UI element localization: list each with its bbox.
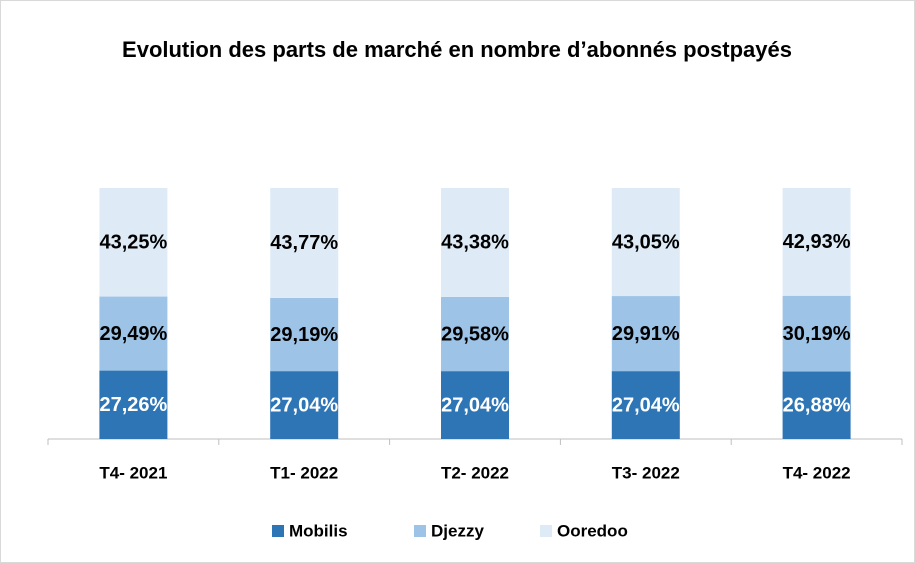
data-label: 27,04% bbox=[441, 394, 509, 416]
data-label: 29,91% bbox=[612, 323, 680, 345]
data-label: 29,49% bbox=[99, 323, 167, 345]
x-tick-label: T4- 2021 bbox=[99, 463, 167, 482]
x-tick-label: T4- 2022 bbox=[783, 463, 851, 482]
data-label: 43,38% bbox=[441, 232, 509, 254]
data-label: 43,25% bbox=[99, 232, 167, 254]
bar-segment bbox=[99, 188, 168, 297]
data-label: 42,93% bbox=[783, 231, 851, 253]
bar-segment bbox=[782, 371, 851, 439]
bar-segment bbox=[270, 297, 339, 372]
legend-label: Mobilis bbox=[289, 521, 348, 540]
bar-segment bbox=[99, 370, 168, 439]
chart-title: Evolution des parts de marché en nombre … bbox=[122, 37, 792, 62]
legend-label: Ooredoo bbox=[557, 521, 628, 540]
bar-segment bbox=[441, 371, 509, 439]
bar-segment bbox=[270, 371, 339, 439]
data-label: 27,04% bbox=[270, 394, 338, 416]
data-label: 26,88% bbox=[783, 395, 851, 417]
bar-segment bbox=[611, 371, 680, 439]
bar-segment bbox=[611, 188, 680, 297]
data-label: 43,77% bbox=[270, 232, 338, 254]
data-label: 27,04% bbox=[612, 394, 680, 416]
bar-segment bbox=[99, 296, 168, 371]
bar-segment bbox=[782, 188, 851, 296]
data-label: 29,58% bbox=[441, 323, 509, 345]
x-tick-label: T2- 2022 bbox=[441, 463, 509, 482]
bar-segment bbox=[441, 188, 509, 297]
legend-swatch bbox=[272, 525, 284, 537]
data-label: 29,19% bbox=[270, 324, 338, 346]
legend-label: Djezzy bbox=[431, 521, 484, 540]
legend-swatch bbox=[540, 525, 552, 537]
x-tick-label: T3- 2022 bbox=[612, 463, 680, 482]
x-tick-label: T1- 2022 bbox=[270, 463, 338, 482]
data-label: 27,26% bbox=[99, 394, 167, 416]
data-label: 30,19% bbox=[783, 323, 851, 345]
legend-swatch bbox=[414, 525, 426, 537]
bar-segment bbox=[782, 295, 851, 372]
data-label: 43,05% bbox=[612, 231, 680, 253]
bar-segment bbox=[611, 296, 680, 372]
bar-segment bbox=[441, 296, 509, 372]
bar-segment bbox=[270, 188, 339, 298]
